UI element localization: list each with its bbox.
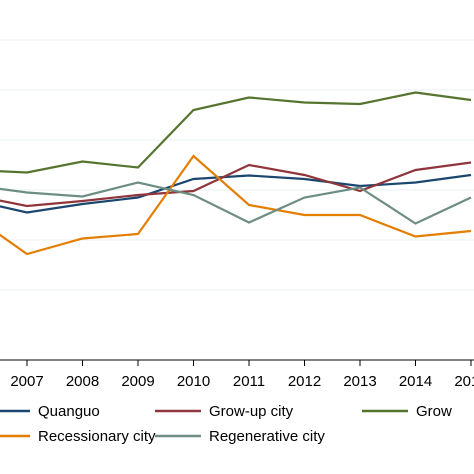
series-line-regenerative-city — [0, 181, 472, 225]
x-tick-label: 2008 — [66, 373, 99, 390]
x-tick-label: 2012 — [288, 373, 321, 390]
grid-lines — [0, 39, 474, 291]
x-tick-label: 2015 — [454, 373, 474, 390]
legend-label: Quanguo — [38, 403, 100, 420]
x-tick-label: 2013 — [343, 373, 376, 390]
legend-box — [0, 398, 474, 450]
series-line-grow — [0, 91, 472, 174]
x-tick-label: 2014 — [399, 373, 432, 390]
legend: Quanguo Grow-up city Grow Recessionary city… — [0, 398, 474, 450]
legend-label: Regenerative city — [209, 428, 325, 445]
series-line-grow-up-city — [0, 161, 472, 208]
x-tick-label: 2009 — [121, 373, 154, 390]
x-tick-label: 2011 — [233, 373, 265, 390]
x-axis: 2006200720082009201020112012201320142015 — [0, 359, 474, 390]
legend-label: Grow — [416, 403, 452, 420]
series-lines — [0, 91, 472, 256]
x-tick-label: 2007 — [10, 373, 43, 390]
legend-label: Grow-up city — [209, 403, 294, 420]
legend-label: Recessionary city — [38, 428, 156, 445]
x-tick-label: 2010 — [177, 373, 210, 390]
series-line-recessionary-city — [0, 154, 472, 256]
